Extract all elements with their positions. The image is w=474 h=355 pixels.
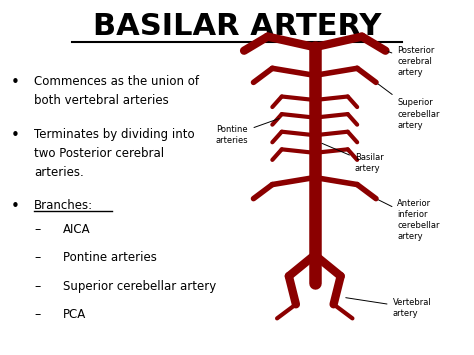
Text: BASILAR ARTERY: BASILAR ARTERY [93,12,381,41]
Text: Superior
cerebellar
artery: Superior cerebellar artery [378,84,440,130]
Text: PCA: PCA [63,308,86,321]
Text: AICA: AICA [63,223,90,236]
Text: Branches:: Branches: [35,199,93,212]
Text: •: • [11,199,20,214]
Text: •: • [11,75,20,91]
Text: Pontine
arteries: Pontine arteries [216,119,279,145]
Text: Pontine arteries: Pontine arteries [63,251,156,264]
Text: –: – [35,308,41,321]
Text: Posterior
cerebral
artery: Posterior cerebral artery [388,46,435,77]
Text: •: • [11,128,20,143]
Text: Vertebral
artery: Vertebral artery [346,298,431,318]
Text: Commences as the union of
both vertebral arteries: Commences as the union of both vertebral… [35,75,200,107]
Text: –: – [35,280,41,293]
Text: –: – [35,251,41,264]
Text: Anterior
inferior
cerebellar
artery: Anterior inferior cerebellar artery [379,198,440,241]
Text: –: – [35,223,41,236]
Text: Basilar
artery: Basilar artery [322,143,383,174]
Text: Superior cerebellar artery: Superior cerebellar artery [63,280,216,293]
Text: Terminates by dividing into
two Posterior cerebral
arteries.: Terminates by dividing into two Posterio… [35,128,195,179]
